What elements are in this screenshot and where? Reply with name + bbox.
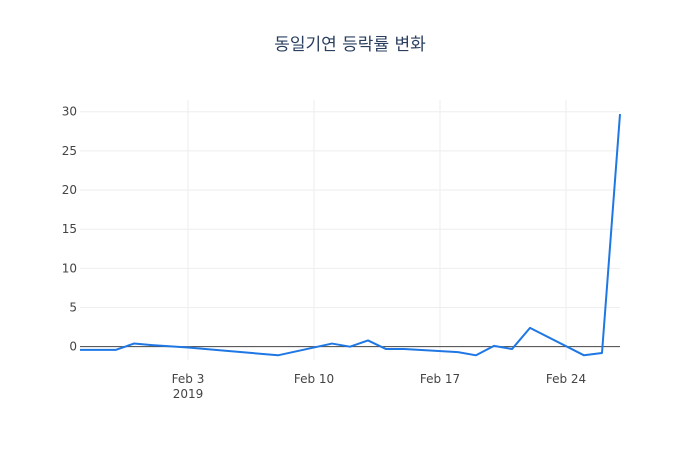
y-tick-label: 0 [69, 340, 77, 354]
x-tick-label: Feb 24 [546, 372, 586, 386]
data-point [528, 326, 532, 330]
series-layer [78, 112, 622, 357]
series-line [80, 114, 621, 357]
y-tick-label: 15 [62, 222, 77, 236]
data-point [150, 343, 154, 347]
data-point [384, 347, 388, 351]
data-point [510, 347, 514, 351]
x-tick-label: Feb 10 [294, 372, 334, 386]
y-tick-label: 30 [62, 105, 77, 119]
data-point [474, 353, 478, 357]
data-point [348, 345, 352, 349]
data-point [114, 348, 118, 352]
data-point [276, 353, 280, 357]
data-point [402, 347, 406, 351]
y-tick-label: 5 [69, 301, 77, 315]
data-point [366, 338, 370, 342]
data-point [618, 112, 622, 116]
data-point [582, 353, 586, 357]
data-point [132, 342, 136, 346]
y-tick-label: 20 [62, 183, 77, 197]
data-point [96, 348, 100, 352]
x-tick-label: Feb 3 [172, 372, 205, 386]
data-point [186, 345, 190, 349]
grid [80, 100, 620, 360]
data-point [330, 342, 334, 346]
data-point [492, 344, 496, 348]
data-point [222, 349, 226, 353]
x-tick-label: Feb 17 [420, 372, 460, 386]
data-point [78, 348, 82, 352]
x-tick-year-label: 2019 [173, 387, 204, 401]
data-point [456, 350, 460, 354]
y-tick-label: 25 [62, 144, 77, 158]
y-tick-label: 10 [62, 261, 77, 275]
data-point [600, 351, 604, 355]
chart-title: 동일기연 등락률 변화 [274, 35, 426, 55]
